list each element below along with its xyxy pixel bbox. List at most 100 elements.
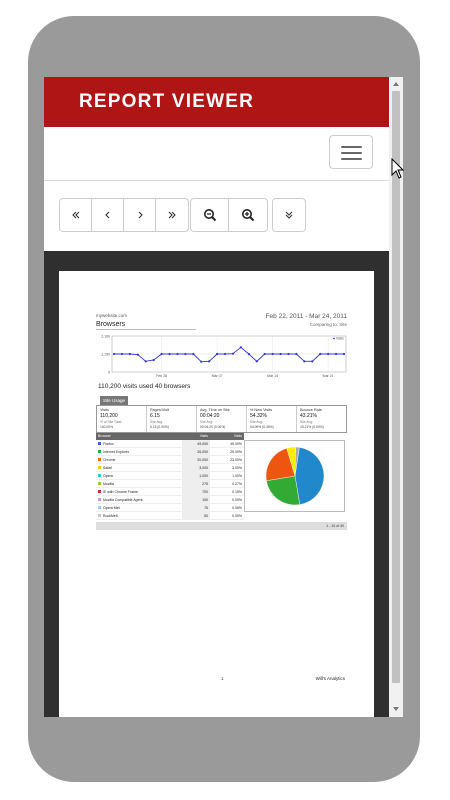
metric-value: 00:04:20 (200, 413, 220, 419)
metric-value: 6.15 (150, 413, 160, 419)
data-point (295, 352, 298, 356)
table-row[interactable]: IE with Chrome Frame 700 0.15% (96, 488, 244, 496)
browser-name: Opera (103, 473, 113, 478)
data-point (112, 352, 116, 356)
scroll-down-arrow-icon[interactable] (393, 707, 399, 711)
metric-sub2: 00:04:20 (0.00%) (200, 425, 226, 429)
metric-value: 110,200 (100, 413, 118, 419)
y-tick-label: 0 (108, 371, 110, 375)
report-title: Browsers (96, 321, 126, 328)
table-row[interactable]: Opera 1,000 1.00% (96, 472, 244, 480)
prev-page-button[interactable] (92, 199, 124, 231)
metric-label: Visits (100, 408, 110, 412)
table-body: Firefox 49,000 45.00% Internet Explorer 26,0… (96, 440, 244, 520)
scrollbar-thumb[interactable] (392, 91, 400, 683)
metric-sub2: 100.00% (100, 425, 114, 429)
app-title: REPORT VIEWER (79, 91, 255, 112)
report-brand: Will's Analytics (315, 676, 345, 681)
x-tick-label: Feb 28 (156, 374, 167, 378)
metric-label: Bounce Rate (300, 408, 322, 412)
table-row[interactable]: Chrome 20,000 23.00% (96, 456, 244, 464)
y-tick-label: 2,160 (101, 335, 110, 339)
metric-sub2: 6.15 (0.00%) (150, 425, 169, 429)
browser-name-cell: RockMelt (96, 512, 182, 519)
first-page-button[interactable] (60, 199, 92, 231)
double-chevron-down-icon (285, 211, 293, 219)
header-visits-pct: Visits (233, 434, 242, 438)
data-point (342, 352, 346, 356)
data-point (334, 352, 338, 356)
last-page-button[interactable] (156, 199, 188, 231)
browser-name: IE with Chrome Frame (103, 489, 139, 494)
report-date-range: Feb 22, 2011 - Mar 24, 2011 (265, 313, 347, 320)
table-row[interactable]: Safari 3,000 3.00% (96, 464, 244, 472)
metrics-scorecard: Visits 110,200% of Site Total: 100.00% Page… (96, 405, 347, 433)
data-point (231, 352, 235, 355)
data-point (184, 352, 187, 356)
report-comparing: Comparing to: Site (309, 322, 347, 327)
legend-swatch (98, 482, 101, 485)
double-chevron-left-icon (71, 211, 79, 219)
app-viewport: REPORT VIEWER (44, 77, 403, 717)
zoom-out-button[interactable] (191, 199, 229, 231)
legend-swatch (98, 506, 101, 509)
more-button-group (272, 198, 306, 232)
report-summary: 110,200 visits used 40 browsers (98, 383, 191, 390)
legend-swatch (98, 498, 101, 501)
browser-name-cell: Safari (96, 464, 182, 471)
data-point (327, 352, 330, 356)
metric-sub: Site Avg: (150, 420, 163, 424)
browser-name: Firefox (103, 441, 114, 446)
legend-swatch (98, 490, 101, 493)
visits-pct-cell: 3.00% (232, 466, 242, 470)
browser-name-cell: Firefox (96, 440, 182, 447)
metric-card: Visits 110,200% of Site Total: 100.00% (97, 406, 147, 432)
legend-swatch (98, 458, 101, 461)
data-point (279, 352, 282, 356)
table-row[interactable]: Mozilla Compatible Agent 100 0.09% (96, 496, 244, 504)
visits-pct-cell: 1.00% (232, 474, 242, 478)
metric-sub: Site Avg: (250, 420, 263, 424)
pagination-bar: 1 - 10 of 40 (96, 522, 347, 530)
legend-swatch (98, 466, 101, 469)
vertical-scrollbar[interactable] (389, 77, 403, 717)
data-point (263, 352, 266, 356)
pie-slice-chrome (265, 447, 296, 481)
navbar (44, 127, 389, 181)
pie-slice-firefox (294, 447, 325, 505)
pie-slice-other (294, 446, 300, 477)
data-point (168, 352, 171, 356)
metric-label: Pages/Visit (150, 408, 169, 412)
visits-cell: 49,000 (182, 440, 210, 447)
series-line-visits (114, 346, 344, 363)
data-point (247, 352, 250, 356)
metric-sub: % of Site Total: (100, 420, 122, 424)
table-row[interactable]: RockMelt 50 0.05% (96, 512, 244, 520)
scroll-up-arrow-icon[interactable] (393, 82, 399, 86)
data-point (303, 360, 306, 363)
visits-cell: 100 (182, 496, 210, 503)
navigation-button-group (59, 198, 189, 232)
chevron-left-icon (104, 211, 109, 219)
browser-name: Mozilla Compatible Agent (103, 497, 143, 502)
table-row[interactable]: Opera Mini 75 0.06% (96, 504, 244, 512)
table-row[interactable]: Firefox 49,000 45.00% (96, 440, 244, 448)
data-point (200, 360, 203, 363)
visits-pct-cell: 0.15% (232, 490, 242, 494)
visits-pct-cell: 0.27% (232, 482, 242, 486)
data-point (120, 352, 124, 356)
legend-swatch (98, 450, 101, 453)
table-row[interactable]: Internet Explorer 26,000 25.00% (96, 448, 244, 456)
browser-name: Mozilla (103, 481, 114, 486)
browser-name: Internet Explorer (103, 449, 129, 454)
report-viewer-area[interactable]: mywebsite.com Browsers Feb 22, 2011 - Ma… (44, 251, 389, 717)
visits-cell: 26,000 (182, 448, 210, 455)
next-page-button[interactable] (124, 199, 156, 231)
zoom-in-button[interactable] (229, 199, 267, 231)
more-options-button[interactable] (273, 199, 305, 231)
table-row[interactable]: Mozilla 275 0.27% (96, 480, 244, 488)
visits-line-chart: 2,160 1,150 0 Feb 28 Mar 07 Mar 14 Mar 21 Visit… (101, 335, 347, 378)
report-site: mywebsite.com (96, 313, 128, 318)
hamburger-menu-button[interactable] (329, 135, 373, 169)
browser-name: Chrome (103, 457, 116, 462)
